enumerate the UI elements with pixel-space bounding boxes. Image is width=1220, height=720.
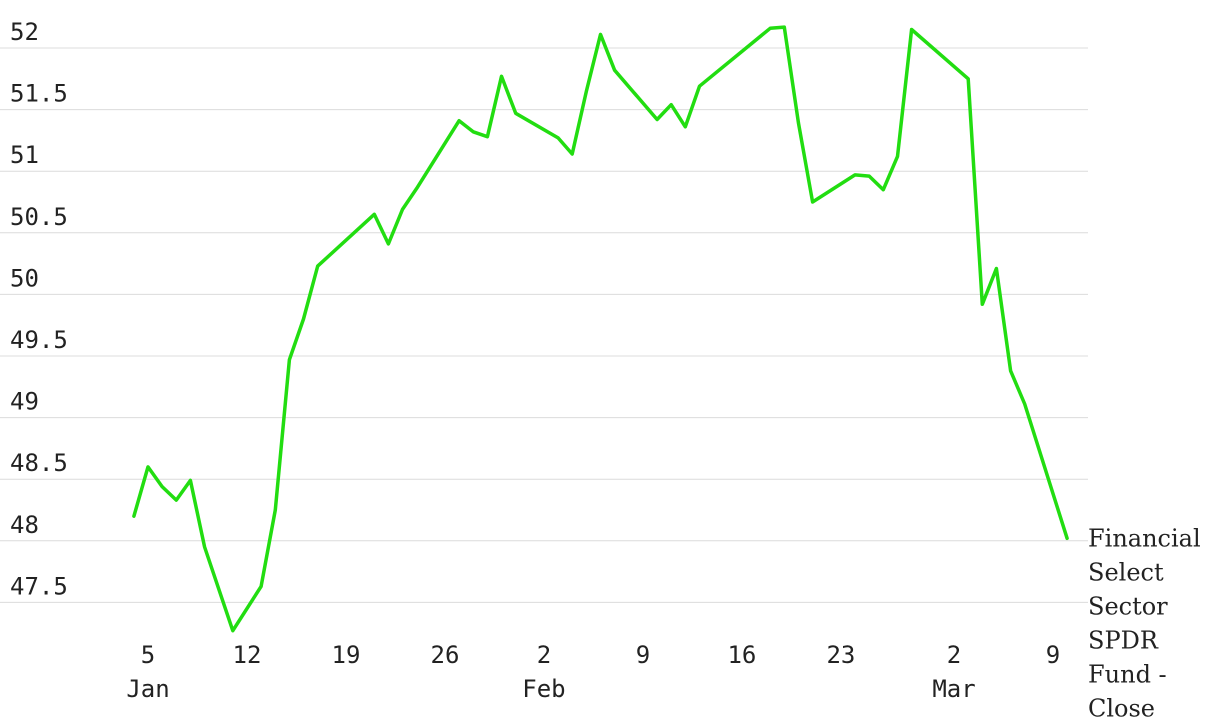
series-name-label-line: SPDR [1088, 626, 1159, 654]
series-name-label: Financial Select Sector SPDR Fund - Close [1088, 524, 1201, 720]
y-tick-label: 52 [10, 18, 39, 46]
x-tick-label: 26 [431, 641, 460, 669]
x-tick-label: 5 [141, 641, 155, 669]
series-line [132, 25, 1069, 633]
y-tick-label: 48.5 [10, 449, 68, 477]
y-tick-label: 51 [10, 141, 39, 169]
series-name-label-line: Close [1088, 694, 1155, 720]
series-name-label-line: Select [1088, 558, 1164, 586]
x-axis-tick-labels: 5 Jan 12 19 26 2 Feb 9 16 23 2 Mar 9 [126, 641, 1060, 703]
series-end-label: Financial Select Sector SPDR Fund - Close [1088, 524, 1201, 720]
y-axis-tick-labels: 52 51.5 51 50.5 50 49.5 49 48.5 48 47.5 [10, 18, 68, 600]
series-lines [132, 25, 1069, 633]
x-tick-label: 23 [826, 641, 855, 669]
x-tick-label: 2 [537, 641, 551, 669]
x-tick-label: 12 [233, 641, 262, 669]
y-tick-label: 51.5 [10, 80, 68, 108]
series-name-label-line: Fund - [1088, 660, 1167, 688]
y-tick-label: 50 [10, 264, 39, 292]
series-name-label-line: Sector [1088, 592, 1168, 620]
gridlines [0, 47, 1088, 603]
x-tick-month-label: Jan [126, 675, 169, 703]
y-tick-label: 47.5 [10, 572, 68, 600]
y-tick-label: 49.5 [10, 326, 68, 354]
x-tick-label: 9 [636, 641, 650, 669]
x-tick-label: 16 [727, 641, 756, 669]
x-tick-label: 9 [1046, 641, 1060, 669]
x-tick-label: 2 [947, 641, 961, 669]
y-tick-label: 50.5 [10, 203, 68, 231]
x-tick-label: 19 [332, 641, 361, 669]
y-tick-label: 49 [10, 388, 39, 416]
x-tick-month-label: Feb [522, 675, 565, 703]
y-tick-label: 48 [10, 511, 39, 539]
series-name-label-line: Financial [1088, 524, 1201, 552]
x-tick-month-label: Mar [932, 675, 975, 703]
